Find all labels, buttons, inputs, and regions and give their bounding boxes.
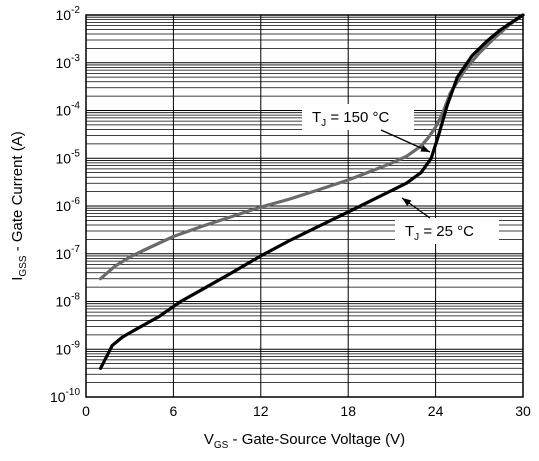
x-axis-label: VGS - Gate-Source Voltage (V) bbox=[204, 431, 405, 451]
x-tick-label: 0 bbox=[82, 403, 90, 419]
y-tick-label: 10-9 bbox=[56, 339, 81, 357]
annotation-label-tj-150c: TJ = 150 °C bbox=[312, 109, 389, 129]
annotations: TJ = 150 °C TJ = 25 °C bbox=[302, 104, 499, 244]
y-axis-label: IGSS - Gate Current (A) bbox=[9, 131, 29, 281]
y-tick-label: 10-5 bbox=[56, 148, 81, 166]
y-tick-label: 10-4 bbox=[56, 101, 81, 119]
series-line-tj-150c bbox=[98, 13, 525, 281]
plot-frame bbox=[85, 14, 524, 398]
y-tick-label: 10-6 bbox=[56, 196, 81, 214]
x-tick-label: 30 bbox=[515, 403, 531, 419]
series-layer bbox=[98, 13, 525, 370]
annotation-box-tj-25c bbox=[395, 218, 499, 244]
y-tick-label: 10-8 bbox=[56, 292, 81, 310]
x-tick-label: 6 bbox=[170, 403, 178, 419]
annotation-box-tj-150c bbox=[302, 104, 414, 130]
x-tick-labels: 0 6 12 18 24 30 bbox=[82, 403, 531, 419]
arrowhead-tj-150c bbox=[420, 145, 430, 152]
y-tick-label: 10-3 bbox=[56, 53, 81, 71]
annotation-label-tj-25c: TJ = 25 °C bbox=[405, 223, 474, 243]
y-tick-label: 10-7 bbox=[56, 244, 81, 262]
y-tick-label: 10-10 bbox=[50, 387, 80, 405]
series-line-tj-25c bbox=[98, 13, 525, 370]
x-tick-label: 24 bbox=[428, 403, 444, 419]
grid bbox=[85, 14, 524, 398]
y-tick-labels: 10-10 10-9 10-8 10-7 10-6 10-5 10-4 10-3 10-2 bbox=[50, 5, 80, 405]
x-tick-label: 12 bbox=[253, 403, 269, 419]
x-tick-label: 18 bbox=[340, 403, 356, 419]
y-tick-label: 10-2 bbox=[56, 5, 81, 23]
arrowhead-tj-25c bbox=[402, 198, 412, 207]
